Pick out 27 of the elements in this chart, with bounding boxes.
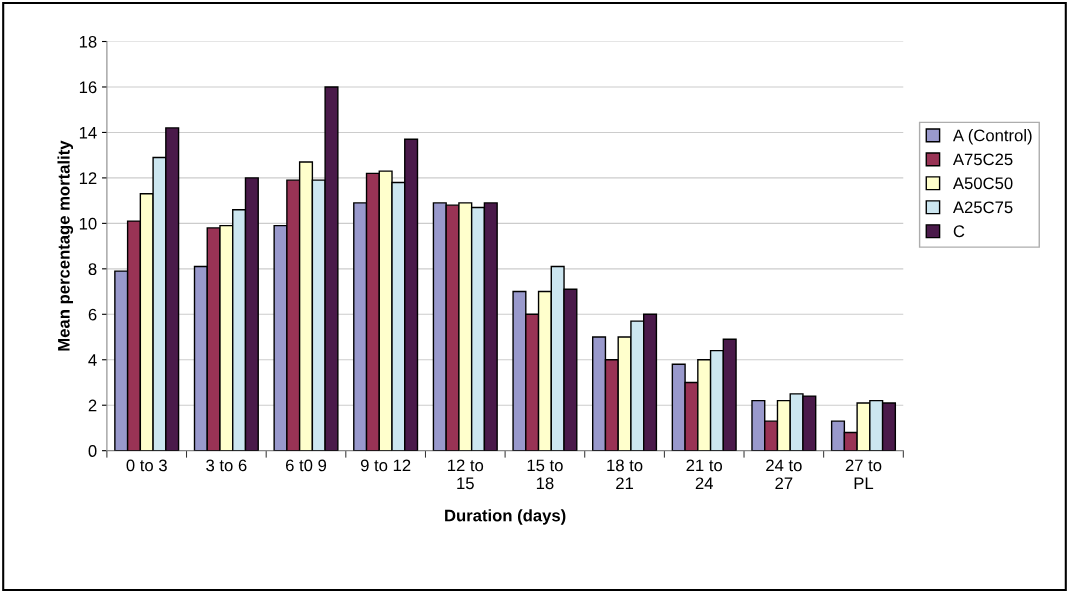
y-tick-label: 4: [88, 354, 97, 366]
legend-label: A75C25: [952, 153, 1013, 166]
x-axis-title: Duration (days): [445, 509, 566, 525]
legend-label: A25C75: [952, 201, 1013, 214]
x-tick-label: 3 to 6: [206, 459, 247, 472]
x-tick-label: 15 to 18: [527, 459, 563, 490]
legend-label: A (Control): [952, 129, 1032, 145]
x-tick-label: 12 to 15: [448, 459, 484, 490]
legend-label: A50C50: [952, 177, 1013, 190]
y-tick-label: 18: [79, 35, 97, 48]
y-tick-label: 14: [79, 127, 97, 139]
x-tick-label: 0 to 3: [126, 459, 167, 472]
y-tick-label: 0: [88, 445, 97, 457]
y-tick-label: 10: [79, 217, 97, 230]
x-tick-label: 9 to 12: [360, 459, 411, 472]
x-tick-label: 21 to 24: [686, 459, 723, 490]
y-tick-label: 6: [88, 308, 97, 321]
x-tick-label: 24 to 27: [766, 459, 802, 490]
x-tick-label: 18 to 21: [607, 459, 643, 490]
y-tick-label: 8: [88, 263, 97, 276]
y-axis-title: Mean percentage mortality: [57, 140, 74, 351]
legend-label: C: [953, 225, 965, 238]
x-tick-label: 27 to PL: [845, 459, 882, 490]
y-tick-label: 16: [79, 81, 97, 94]
y-tick-label: 12: [79, 172, 97, 184]
y-tick-label: 2: [88, 399, 97, 412]
x-tick-label: 6 t0 9: [286, 459, 327, 472]
